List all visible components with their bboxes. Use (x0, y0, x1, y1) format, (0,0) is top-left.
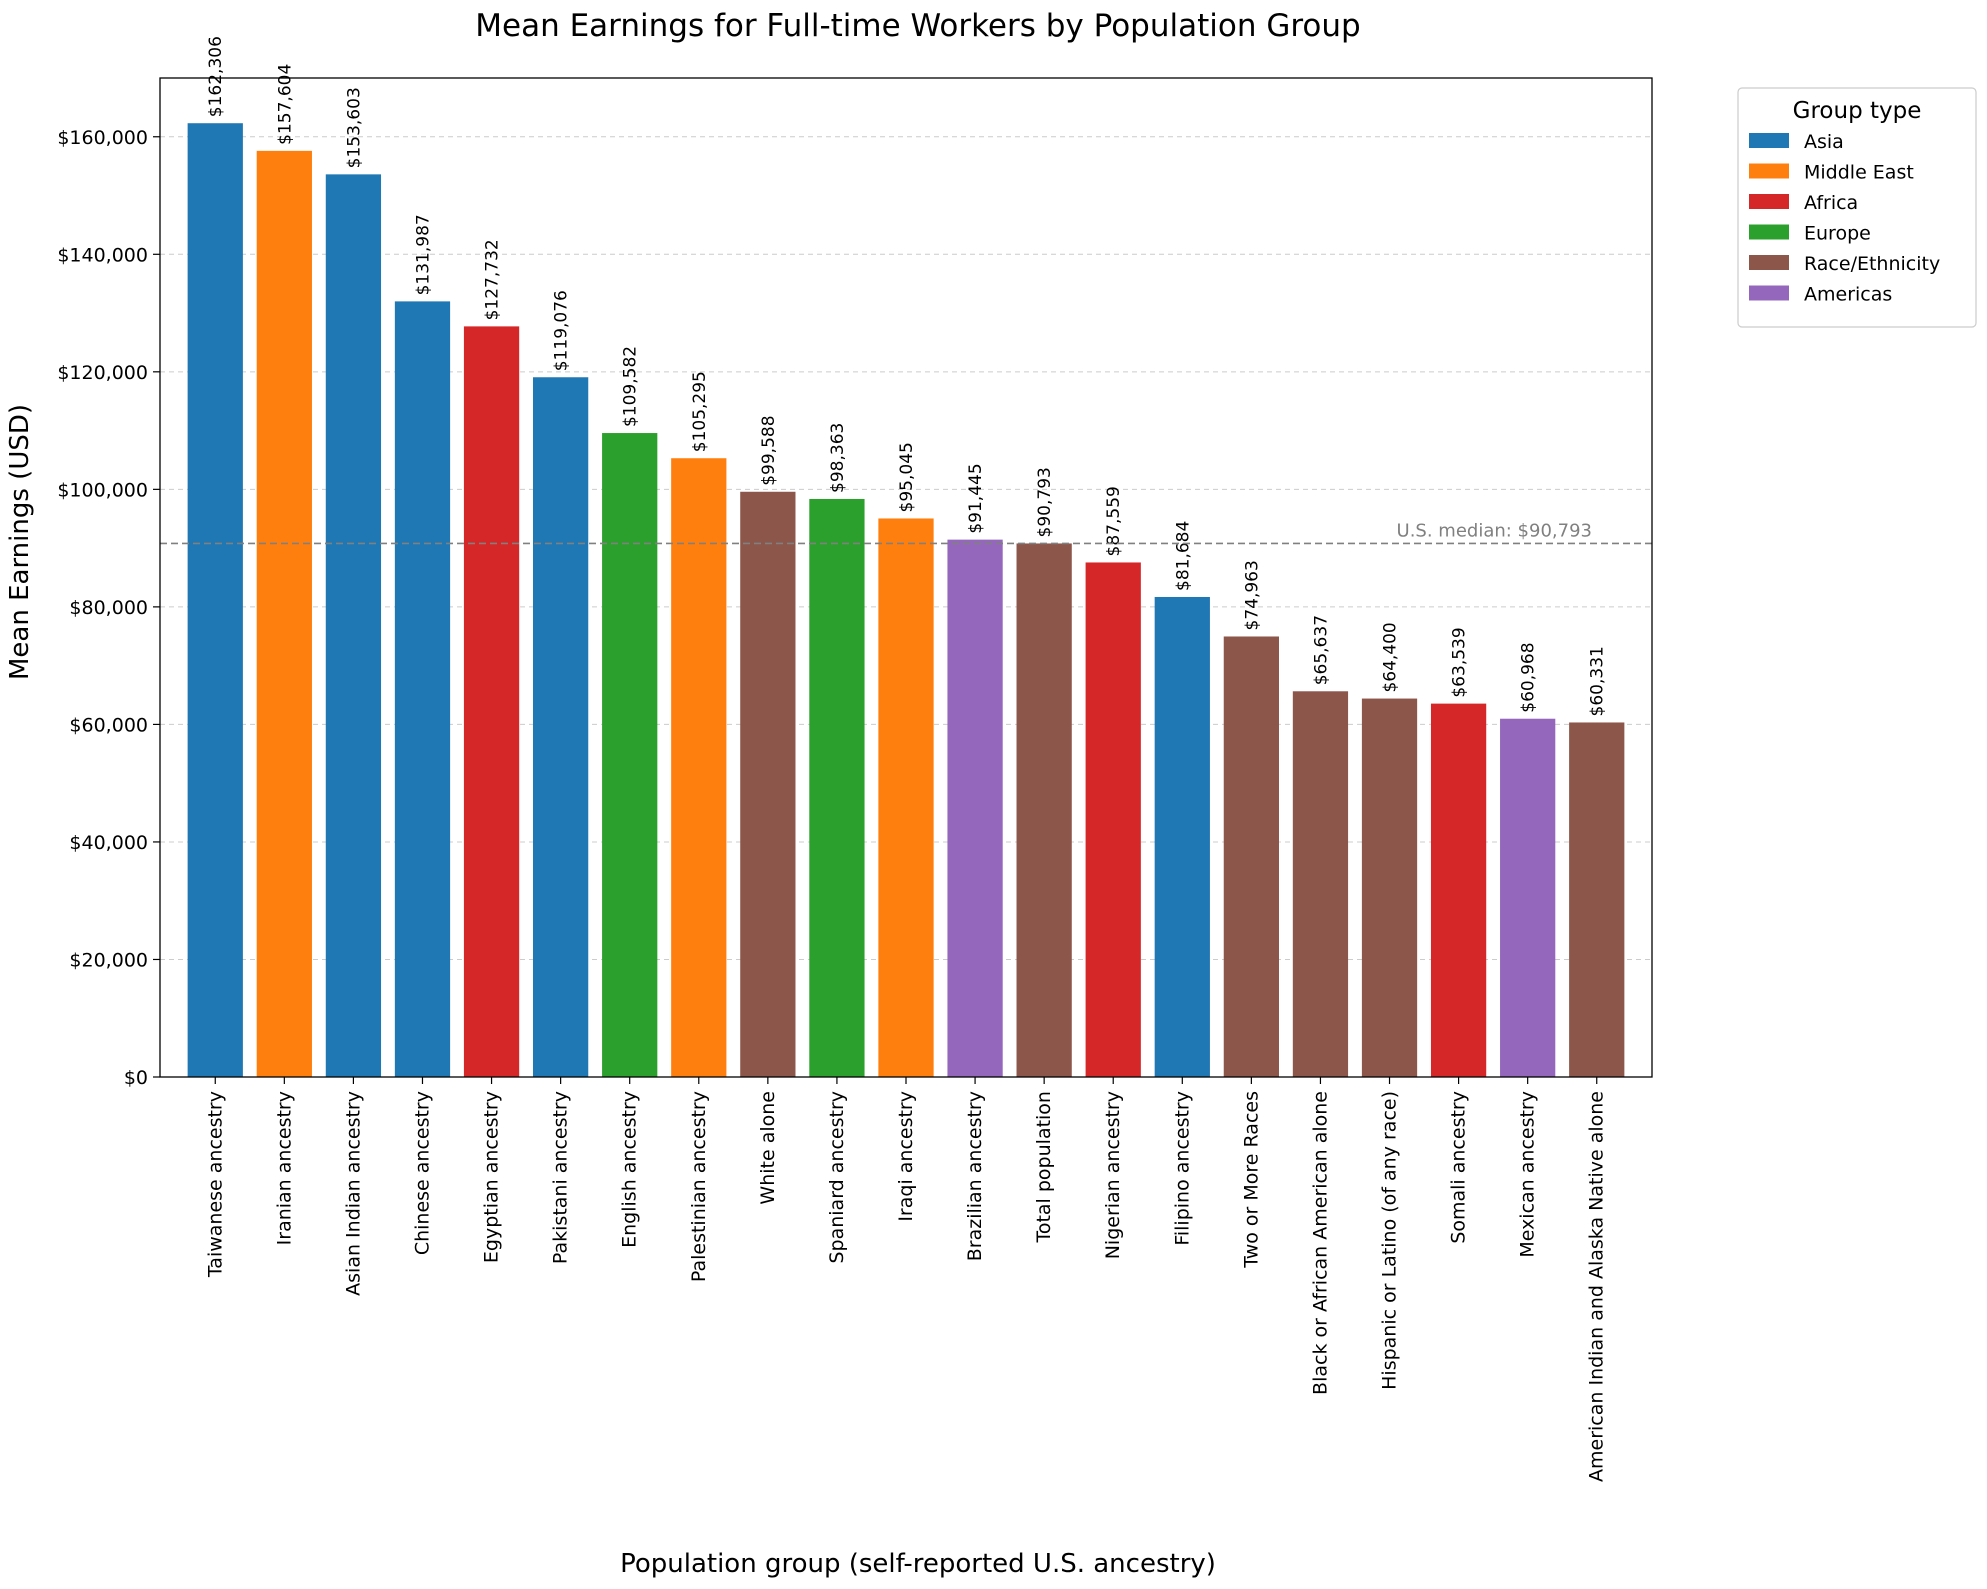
legend-box (1737, 87, 1977, 328)
y-tick-label: $60,000 (69, 714, 148, 736)
data-label: $87,559 (1104, 486, 1124, 556)
data-label: $131,987 (413, 214, 433, 295)
bar (187, 123, 243, 1077)
bar (602, 433, 658, 1078)
y-tick-label: $100,000 (57, 479, 148, 501)
legend-swatch (1749, 255, 1789, 270)
legend-swatch (1749, 163, 1789, 179)
y-tick-label: $160,000 (57, 127, 148, 149)
bar (671, 458, 727, 1077)
legend-entry: Middle East (1804, 162, 1914, 184)
y-axis: $0 $20,000 $40,000 $60,000 $80,000 $100,000 $1… (57, 127, 160, 1089)
median-label: U.S. median: $90,793 (1397, 520, 1592, 541)
bar (1292, 691, 1349, 1077)
x-tick-label: Somali ancestry (1448, 1091, 1470, 1244)
x-tick-label: Iraqi ancestry (895, 1091, 917, 1222)
bar (1569, 722, 1625, 1077)
x-tick-label: Total population (1033, 1091, 1055, 1244)
bar (394, 301, 451, 1077)
x-tick-label: Hispanic or Latino (of any race) (1379, 1091, 1401, 1390)
legend-entry: Asia (1804, 131, 1844, 153)
legend-entry: Race/Ethnicity (1804, 253, 1940, 275)
bar (1154, 596, 1210, 1077)
y-tick-label: $120,000 (57, 362, 148, 384)
y-tick-label: $140,000 (57, 244, 148, 266)
legend-entry: Europe (1804, 223, 1871, 245)
data-label: $119,076 (552, 290, 572, 371)
x-tick-label: Pakistani ancestry (550, 1091, 572, 1264)
x-tick-label: Black or African American alone (1309, 1091, 1331, 1395)
bar (878, 518, 934, 1077)
data-label: $74,963 (1242, 560, 1262, 630)
legend-swatch (1749, 285, 1789, 301)
x-tick-label: English ancestry (619, 1091, 641, 1248)
data-label: $90,793 (1035, 467, 1055, 537)
bar (1500, 718, 1556, 1077)
x-tick-label: White alone (757, 1091, 779, 1205)
x-tick-label: Brazilian ancestry (964, 1091, 986, 1261)
x-tick-label: Spaniard ancestry (826, 1091, 848, 1264)
data-label: $60,331 (1588, 646, 1608, 716)
bar (1430, 703, 1487, 1077)
bar (1361, 698, 1418, 1077)
data-label: $127,732 (483, 239, 503, 320)
bar (947, 539, 1003, 1077)
x-tick-label: Palestinian ancestry (688, 1091, 710, 1282)
x-axis-label: Population group (self-reported U.S. anc… (620, 1549, 1216, 1579)
bar (809, 498, 865, 1077)
chart-title: Mean Earnings for Full-time Workers by P… (475, 8, 1360, 44)
legend-swatch (1749, 224, 1789, 240)
bar (533, 377, 589, 1077)
y-tick-label: $40,000 (69, 832, 148, 854)
bar (325, 174, 382, 1077)
data-label: $157,604 (275, 64, 295, 145)
legend-title: Group type (1793, 98, 1922, 124)
bar (256, 150, 312, 1077)
x-axis: Taiwanese ancestry Iranian ancestry Asian … (204, 1077, 1608, 1482)
x-tick-label: Filipino ancestry (1171, 1091, 1193, 1246)
bar (1085, 562, 1141, 1077)
data-label: $95,045 (897, 442, 917, 512)
y-tick-label: $20,000 (69, 949, 148, 971)
x-tick-label: Two or More Races (1240, 1091, 1262, 1269)
bar (1016, 543, 1072, 1077)
y-tick-label: $0 (124, 1067, 148, 1089)
x-tick-label: Asian Indian ancestry (342, 1091, 364, 1296)
x-tick-label: Egyptian ancestry (481, 1091, 503, 1263)
data-label: $109,582 (621, 346, 641, 427)
legend: Group type Asia Middle East Africa Europe Rac… (1737, 87, 1977, 328)
legend-swatch (1749, 133, 1789, 148)
data-label: $63,539 (1450, 627, 1470, 697)
x-tick-label: American Indian and Alaska Native alone (1586, 1091, 1608, 1482)
data-label: $91,445 (966, 463, 986, 533)
bar (463, 326, 520, 1077)
data-label: $65,637 (1311, 615, 1331, 685)
data-label: $98,363 (828, 423, 848, 493)
data-label: $105,295 (690, 371, 710, 452)
legend-swatch (1749, 194, 1789, 209)
bar (1223, 636, 1279, 1077)
data-label: $153,603 (344, 87, 364, 168)
x-tick-label: Nigerian ancestry (1102, 1091, 1124, 1259)
x-tick-label: Mexican ancestry (1517, 1091, 1539, 1258)
x-tick-label: Iranian ancestry (273, 1091, 295, 1245)
y-axis-label: Mean Earnings (USD) (5, 404, 35, 680)
data-label: $60,968 (1519, 642, 1539, 712)
data-label: $99,588 (759, 415, 779, 485)
legend-entry: Africa (1804, 192, 1858, 214)
bars: $162,306 $157,604 $153,603 $131,987 $127,732… (187, 36, 1625, 1078)
x-tick-label: Chinese ancestry (411, 1091, 433, 1255)
bar (740, 491, 796, 1077)
data-label: $81,684 (1173, 521, 1193, 591)
data-label: $64,400 (1381, 622, 1401, 692)
data-label: $162,306 (206, 36, 226, 117)
median-reference: U.S. median: $90,793 (160, 520, 1652, 545)
x-tick-label: Taiwanese ancestry (204, 1091, 226, 1278)
legend-entry: Americas (1804, 284, 1892, 306)
y-tick-label: $80,000 (69, 597, 148, 619)
